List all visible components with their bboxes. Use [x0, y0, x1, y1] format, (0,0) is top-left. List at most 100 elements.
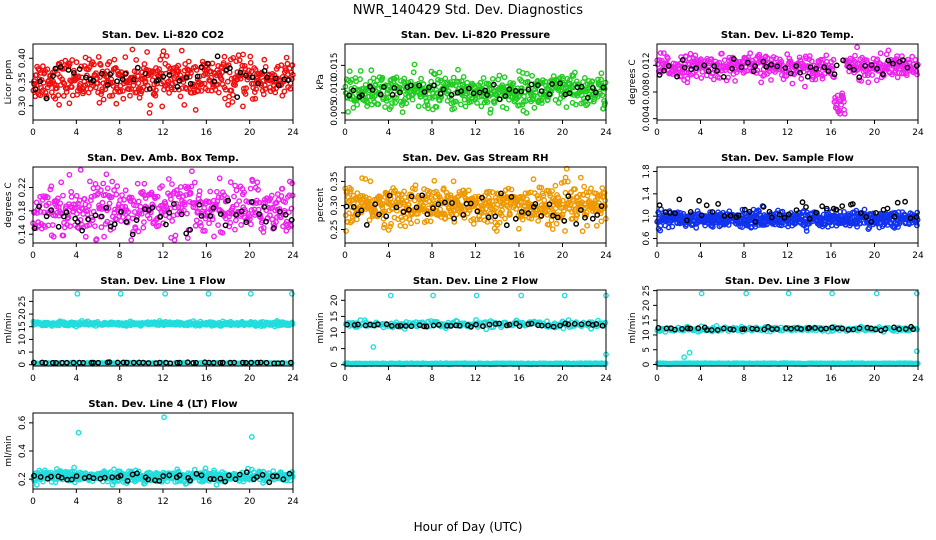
data-point — [412, 182, 419, 189]
data-point — [282, 199, 289, 206]
data-point — [148, 189, 155, 196]
data-point — [457, 101, 464, 108]
data-point — [554, 214, 561, 221]
data-point — [451, 105, 458, 112]
data-point — [388, 220, 394, 227]
data-point — [839, 203, 846, 210]
data-point — [166, 209, 173, 216]
data-point — [752, 63, 758, 69]
data-point — [841, 110, 848, 117]
data-point — [393, 74, 400, 81]
data-point — [866, 224, 873, 231]
data-point — [760, 203, 767, 210]
data-point — [210, 204, 217, 211]
data-point — [840, 57, 846, 64]
data-point — [367, 201, 373, 208]
data-point — [885, 57, 892, 64]
data-point — [474, 208, 481, 215]
x-tick-label: 12 — [157, 251, 168, 261]
x-tick-label: 4 — [73, 128, 79, 138]
data-point — [403, 100, 410, 107]
y-tick-label: 0.22 — [18, 177, 28, 197]
data-point — [450, 178, 457, 185]
data-point — [379, 201, 386, 207]
data-point — [109, 92, 116, 99]
data-point — [176, 359, 183, 366]
data-point — [287, 85, 294, 92]
data-point — [499, 82, 506, 89]
data-point — [831, 71, 838, 78]
data-point — [59, 76, 65, 83]
data-point — [249, 74, 256, 81]
data-point — [572, 186, 578, 193]
data-point — [880, 71, 886, 78]
data-point — [768, 77, 774, 83]
data-point — [535, 82, 541, 89]
data-point — [382, 104, 388, 110]
panel-title: Stan. Dev. Gas Stream RH — [402, 153, 548, 164]
data-point — [380, 84, 387, 90]
data-point — [476, 89, 483, 96]
data-point — [272, 89, 279, 96]
data-point — [235, 52, 242, 59]
data-point — [172, 232, 179, 239]
data-point — [583, 209, 590, 216]
data-point — [693, 65, 700, 72]
data-point — [841, 98, 847, 105]
data-point — [453, 211, 460, 218]
x-tick-label: 4 — [698, 251, 704, 261]
data-point — [216, 175, 223, 182]
y-tick-label: 1.8 — [642, 164, 652, 179]
data-point — [211, 78, 218, 85]
x-tick-label: 12 — [157, 128, 168, 138]
data-point — [52, 95, 59, 102]
data-point — [354, 101, 360, 108]
data-point — [218, 76, 225, 83]
x-tick-label: 0 — [654, 251, 660, 261]
data-point — [242, 72, 249, 79]
data-point — [346, 197, 353, 204]
data-point — [106, 359, 113, 365]
data-point — [236, 57, 243, 64]
data-point — [660, 50, 667, 56]
data-point — [92, 223, 98, 230]
data-point — [279, 92, 286, 99]
data-point — [348, 186, 354, 193]
data-point — [465, 85, 472, 92]
data-point — [546, 221, 553, 228]
data-point — [140, 359, 147, 366]
data-point — [130, 76, 137, 83]
data-point — [201, 227, 208, 234]
data-point — [507, 211, 513, 218]
data-point — [87, 76, 94, 83]
data-point — [268, 192, 275, 199]
data-point — [677, 209, 684, 216]
data-point — [209, 60, 216, 67]
data-point — [413, 204, 420, 211]
data-point — [479, 194, 485, 201]
data-point — [766, 208, 773, 215]
data-point — [261, 204, 268, 210]
data-point — [238, 208, 245, 215]
data-point — [174, 359, 181, 366]
data-point — [828, 63, 835, 70]
data-point — [536, 97, 542, 104]
data-point — [470, 90, 477, 97]
data-point — [793, 63, 800, 69]
data-point — [255, 206, 262, 213]
data-point — [247, 185, 254, 192]
data-point — [119, 88, 126, 94]
data-point — [141, 180, 148, 187]
data-point — [461, 214, 468, 221]
data-point — [170, 201, 177, 207]
x-tick-label: 4 — [73, 251, 79, 261]
data-point — [711, 63, 718, 69]
data-point — [812, 76, 819, 83]
data-point — [546, 91, 553, 98]
data-point — [350, 203, 357, 210]
data-point — [368, 67, 375, 74]
data-point — [913, 214, 920, 221]
outlier-point — [205, 290, 212, 297]
data-point — [592, 89, 599, 96]
x-tick-label: 24 — [912, 128, 924, 138]
